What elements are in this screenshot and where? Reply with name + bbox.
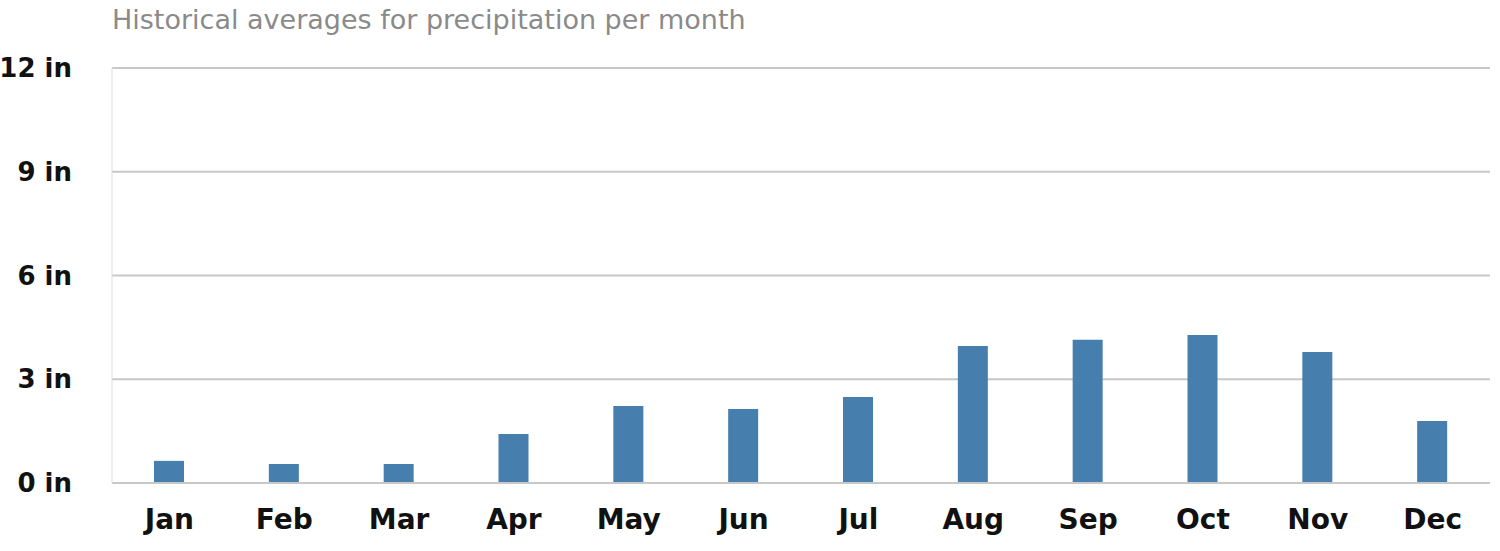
svg-text:Apr: Apr [486, 503, 542, 536]
svg-text:3 in: 3 in [17, 364, 72, 394]
svg-text:Dec: Dec [1403, 503, 1462, 536]
svg-text:May: May [597, 503, 661, 536]
svg-text:9 in: 9 in [17, 157, 72, 187]
svg-text:Oct: Oct [1176, 503, 1230, 536]
svg-text:12 in: 12 in [8, 53, 72, 83]
svg-text:Mar: Mar [369, 503, 430, 536]
svg-text:Jun: Jun [716, 503, 768, 536]
svg-text:Feb: Feb [256, 503, 313, 536]
html-text:Historical averages for precip: Historical averages for precipitation pe… [112, 4, 746, 35]
svg-text:6 in: 6 in [17, 261, 72, 291]
svg-text:Nov: Nov [1287, 503, 1348, 536]
svg-text:0 in: 0 in [17, 468, 72, 498]
svg-text:Aug: Aug [942, 503, 1004, 536]
svg-text:Sep: Sep [1058, 503, 1117, 536]
svg-text:Jan: Jan [143, 503, 194, 536]
svg-text:Jul: Jul [836, 503, 878, 536]
